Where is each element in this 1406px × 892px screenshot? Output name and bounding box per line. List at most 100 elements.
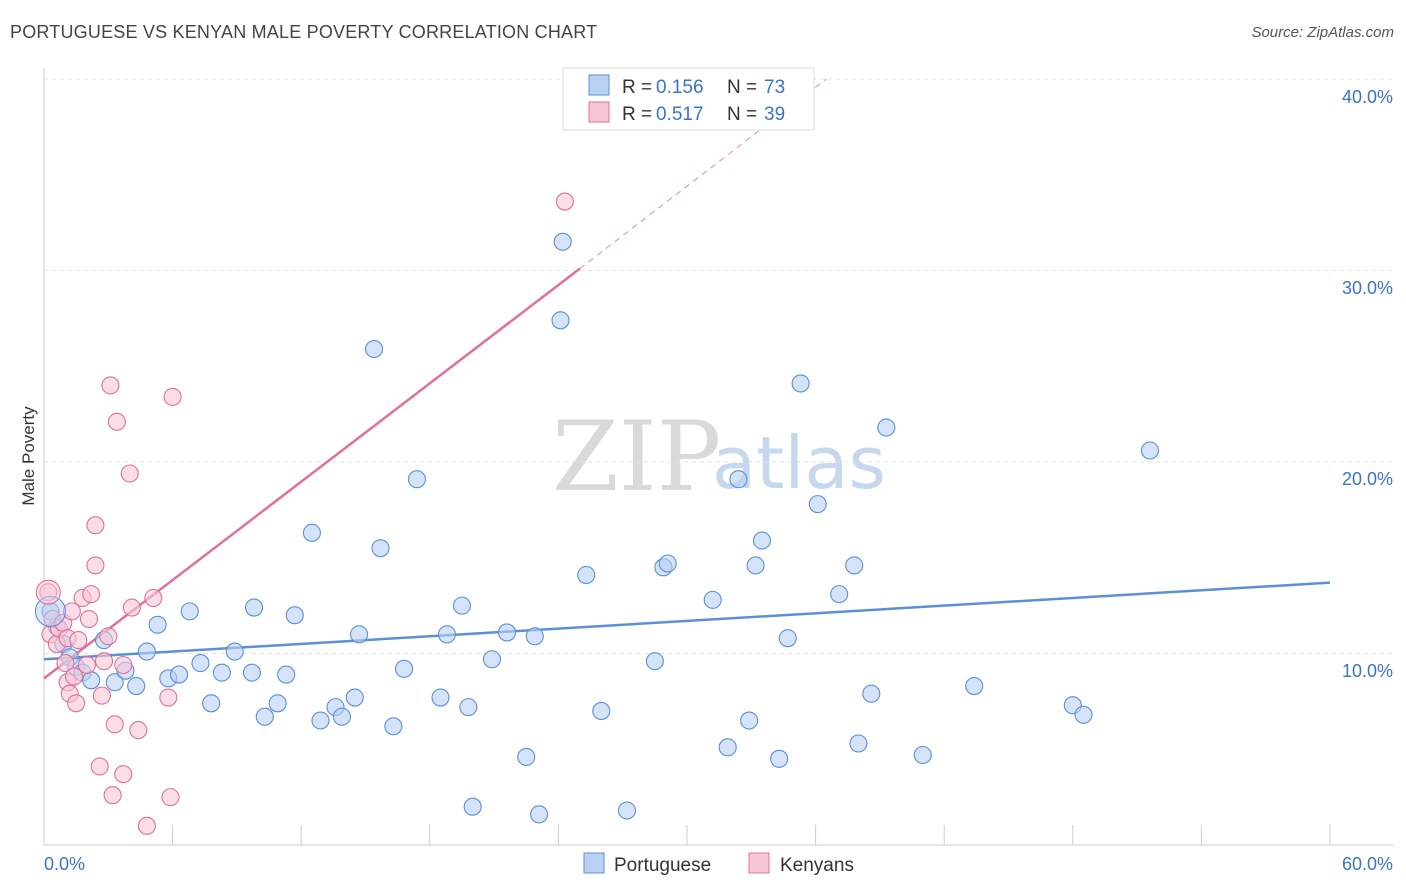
point-portuguese [703,590,722,609]
point-portuguese [752,531,772,550]
point-portuguese [371,539,390,558]
point-kenyans [114,765,133,784]
point-kenyans [114,655,133,675]
point-portuguese [191,654,210,673]
point-portuguese [459,698,478,717]
point-kenyans [105,715,124,734]
point-portuguese [862,684,881,703]
point-portuguese [525,627,544,646]
point-portuguese [740,711,759,730]
point-portuguese [384,717,403,736]
legend-n-value-kenyans: 39 [764,104,785,125]
point-portuguese [82,671,101,690]
point-portuguese [913,745,932,765]
axes [43,68,1393,846]
point-portuguese [137,642,156,661]
legend-r-value-kenyans: 0.517 [656,104,704,125]
point-kenyans [82,585,101,604]
point-kenyans [101,376,120,395]
point-portuguese [849,734,868,753]
point-portuguese [350,625,369,644]
point-kenyans [94,652,114,671]
point-portuguese [244,598,264,617]
point-portuguese [311,711,330,730]
point-kenyans [159,688,178,707]
y-axis-label: Male Poverty [19,406,38,506]
point-kenyans [86,556,105,575]
trend-lines [43,78,1331,680]
point-portuguese [497,623,517,642]
point-portuguese [332,707,351,726]
point-portuguese [877,418,896,437]
point-portuguese [746,556,765,575]
point-portuguese [345,688,364,707]
point-portuguese [365,339,384,359]
point-portuguese [463,797,482,816]
point-portuguese [302,523,321,542]
point-portuguese [242,663,261,682]
point-kenyans [107,412,126,431]
point-kenyans [92,686,111,705]
point-portuguese [169,665,189,684]
point-portuguese [729,470,748,489]
bottom-legend-swatch-kenyans [748,852,770,874]
point-portuguese [658,554,677,573]
legend-r-label-kenyans: R = [622,104,652,125]
point-portuguese [517,747,536,766]
point-kenyans [144,588,163,608]
point-portuguese [148,615,167,634]
point-portuguese [645,652,664,671]
point-portuguese [277,665,296,684]
watermark-zip: ZIP [552,401,721,513]
point-portuguese [431,688,450,707]
point-kenyans [161,788,180,807]
point-portuguese [845,556,864,575]
point-kenyans [129,721,148,740]
x-tick-label-max: 60.0% [1342,854,1393,874]
point-portuguese [202,694,221,713]
y-tick-label-40: 40.0% [1342,87,1393,107]
point-portuguese [437,625,456,644]
x-tick-label-min: 0.0% [44,854,85,874]
point-portuguese [127,677,146,696]
point-portuguese [225,642,244,661]
point-portuguese [791,374,810,393]
point-kenyans [137,816,156,835]
point-portuguese [285,606,304,625]
legend-n-label-kenyans: N = [727,104,757,125]
point-portuguese [255,707,274,726]
point-portuguese [718,738,737,757]
point-portuguese [407,470,426,489]
point-kenyans [67,694,86,713]
point-portuguese [770,749,789,768]
point-portuguese [965,677,984,696]
point-kenyans [122,598,141,617]
point-portuguese [592,701,611,721]
point-kenyans [90,757,109,776]
point-kenyans [56,654,75,673]
data-points [34,192,1160,835]
y-tick-label-30: 30.0% [1342,278,1393,298]
chart-title: PORTUGUESE VS KENYAN MALE POVERTY CORREL… [10,22,598,42]
watermark: ZIP atlas [552,401,886,513]
legend-n-label-portuguese: N = [727,77,757,98]
point-kenyans [103,786,122,805]
point-kenyans [555,192,574,211]
point-kenyans [79,609,99,629]
point-portuguese [212,663,231,682]
point-portuguese [1140,441,1160,460]
y-tick-label-10: 10.0% [1342,661,1393,681]
source-label: Source: ZipAtlas.com [1251,24,1394,41]
grid [44,78,1393,654]
point-portuguese [577,565,596,585]
point-portuguese [268,694,287,713]
point-kenyans [86,516,105,535]
point-portuguese [808,495,827,514]
point-portuguese [1074,705,1093,724]
bottom-legend-swatch-portuguese [583,852,605,874]
point-kenyans [77,655,96,675]
point-portuguese [530,805,549,824]
point-portuguese [452,596,472,615]
trend-extension-kenyans [579,78,827,270]
